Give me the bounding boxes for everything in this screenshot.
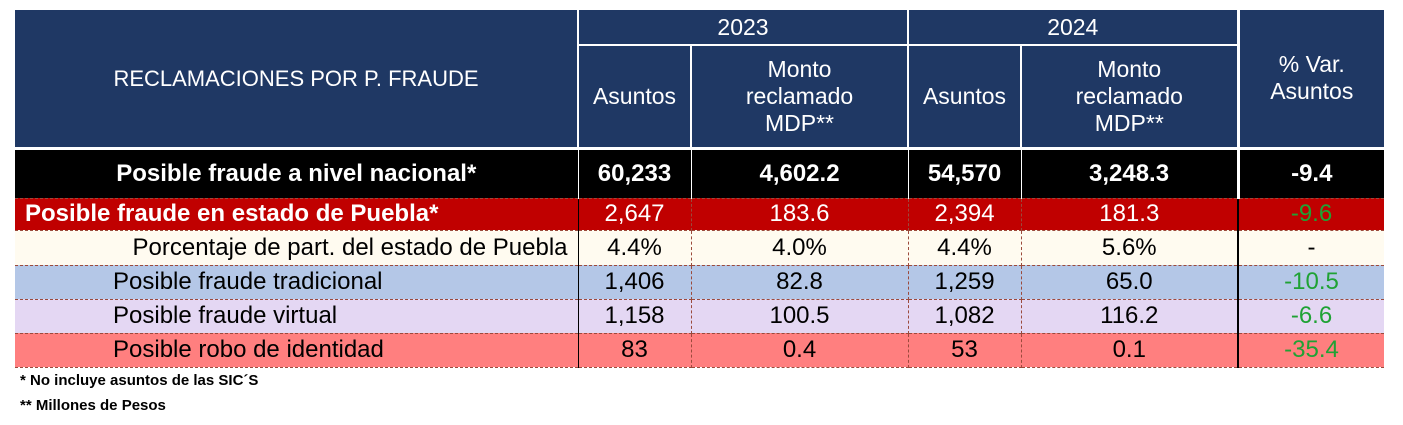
table-title: RECLAMACIONES POR P. FRAUDE xyxy=(15,10,579,150)
var-header-line-2: Asuntos xyxy=(1270,78,1354,105)
cell-monto-2024: 0.1 xyxy=(1021,333,1239,368)
cell-var: -9.6 xyxy=(1237,198,1385,231)
cell-asuntos-2024: 54,570 xyxy=(908,148,1022,199)
cell-var: -10.5 xyxy=(1237,265,1385,300)
monto-2023-header: Monto reclamado MDP** xyxy=(691,45,910,150)
cell-monto-2023: 100.5 xyxy=(691,299,909,334)
cell-asuntos-2023: 83 xyxy=(578,333,692,368)
year-2023-header: 2023 xyxy=(578,10,910,46)
asuntos-2024-header: Asuntos xyxy=(908,45,1023,150)
var-header: % Var. Asuntos xyxy=(1236,10,1385,150)
row-label: Posible fraude en estado de Puebla* xyxy=(15,198,579,231)
cell-monto-2024: 5.6% xyxy=(1021,230,1239,266)
row-label: Posible robo de identidad xyxy=(15,333,579,368)
row-porcentaje: Porcentaje de part. del estado de Puebla… xyxy=(15,230,1385,266)
cell-asuntos-2024: 53 xyxy=(908,333,1022,368)
monto-2024-line-1: Monto xyxy=(1097,55,1162,82)
cell-asuntos-2023: 2,647 xyxy=(578,198,692,231)
row-virtual: Posible fraude virtual 1,158 100.5 1,082… xyxy=(15,299,1385,334)
cell-var: -35.4 xyxy=(1237,333,1385,368)
row-label: Posible fraude virtual xyxy=(15,299,579,334)
cell-monto-2024: 3,248.3 xyxy=(1021,148,1239,199)
row-label-text: Porcentaje de part. del estado de Puebla xyxy=(132,233,568,261)
asuntos-2023-header: Asuntos xyxy=(578,45,692,150)
cell-asuntos-2023: 1,158 xyxy=(578,299,692,334)
row-tradicional: Posible fraude tradicional 1,406 82.8 1,… xyxy=(15,265,1385,300)
cell-monto-2024: 65.0 xyxy=(1021,265,1239,300)
row-label: Porcentaje de part. del estado de Puebla xyxy=(15,230,579,266)
cell-monto-2023: 183.6 xyxy=(691,198,909,231)
cell-monto-2024: 116.2 xyxy=(1021,299,1239,334)
cell-monto-2024: 181.3 xyxy=(1021,198,1239,231)
footnote-mdp: ** Millones de Pesos xyxy=(20,397,166,414)
cell-var: - xyxy=(1237,230,1385,266)
cell-asuntos-2024: 2,394 xyxy=(908,198,1022,231)
row-nacional: Posible fraude a nivel nacional* 60,233 … xyxy=(15,148,1385,199)
monto-2024-line-2: reclamado xyxy=(1075,82,1183,109)
cell-asuntos-2024: 1,259 xyxy=(908,265,1022,300)
cell-monto-2023: 4.0% xyxy=(691,230,909,266)
monto-2023-line-2: reclamado xyxy=(745,82,854,109)
cell-monto-2023: 82.8 xyxy=(691,265,909,300)
row-robo: Posible robo de identidad 83 0.4 53 0.1 … xyxy=(15,333,1385,368)
year-2024-header: 2024 xyxy=(908,10,1239,46)
monto-2023-line-1: Monto xyxy=(767,55,832,82)
cell-monto-2023: 4,602.2 xyxy=(691,148,909,199)
cell-var: -6.6 xyxy=(1237,299,1385,334)
cell-monto-2023: 0.4 xyxy=(691,333,909,368)
row-label: Posible fraude a nivel nacional* xyxy=(15,148,579,199)
row-label: Posible fraude tradicional xyxy=(15,265,579,300)
cell-asuntos-2024: 1,082 xyxy=(908,299,1022,334)
footnote-sic: * No incluye asuntos de las SIC´S xyxy=(20,372,259,389)
cell-var: -9.4 xyxy=(1236,148,1385,199)
cell-asuntos-2023: 1,406 xyxy=(578,265,692,300)
var-header-line-1: % Var. xyxy=(1278,51,1345,78)
cell-asuntos-2023: 60,233 xyxy=(578,148,692,199)
fraud-claims-table: RECLAMACIONES POR P. FRAUDE 2023 2024 % … xyxy=(15,10,1385,368)
row-puebla: Posible fraude en estado de Puebla* 2,64… xyxy=(15,198,1385,231)
monto-2023-line-3: MDP** xyxy=(765,109,835,136)
cell-asuntos-2023: 4.4% xyxy=(578,230,692,266)
monto-2024-line-3: MDP** xyxy=(1094,109,1164,136)
monto-2024-header: Monto reclamado MDP** xyxy=(1021,45,1239,150)
cell-asuntos-2024: 4.4% xyxy=(908,230,1022,266)
